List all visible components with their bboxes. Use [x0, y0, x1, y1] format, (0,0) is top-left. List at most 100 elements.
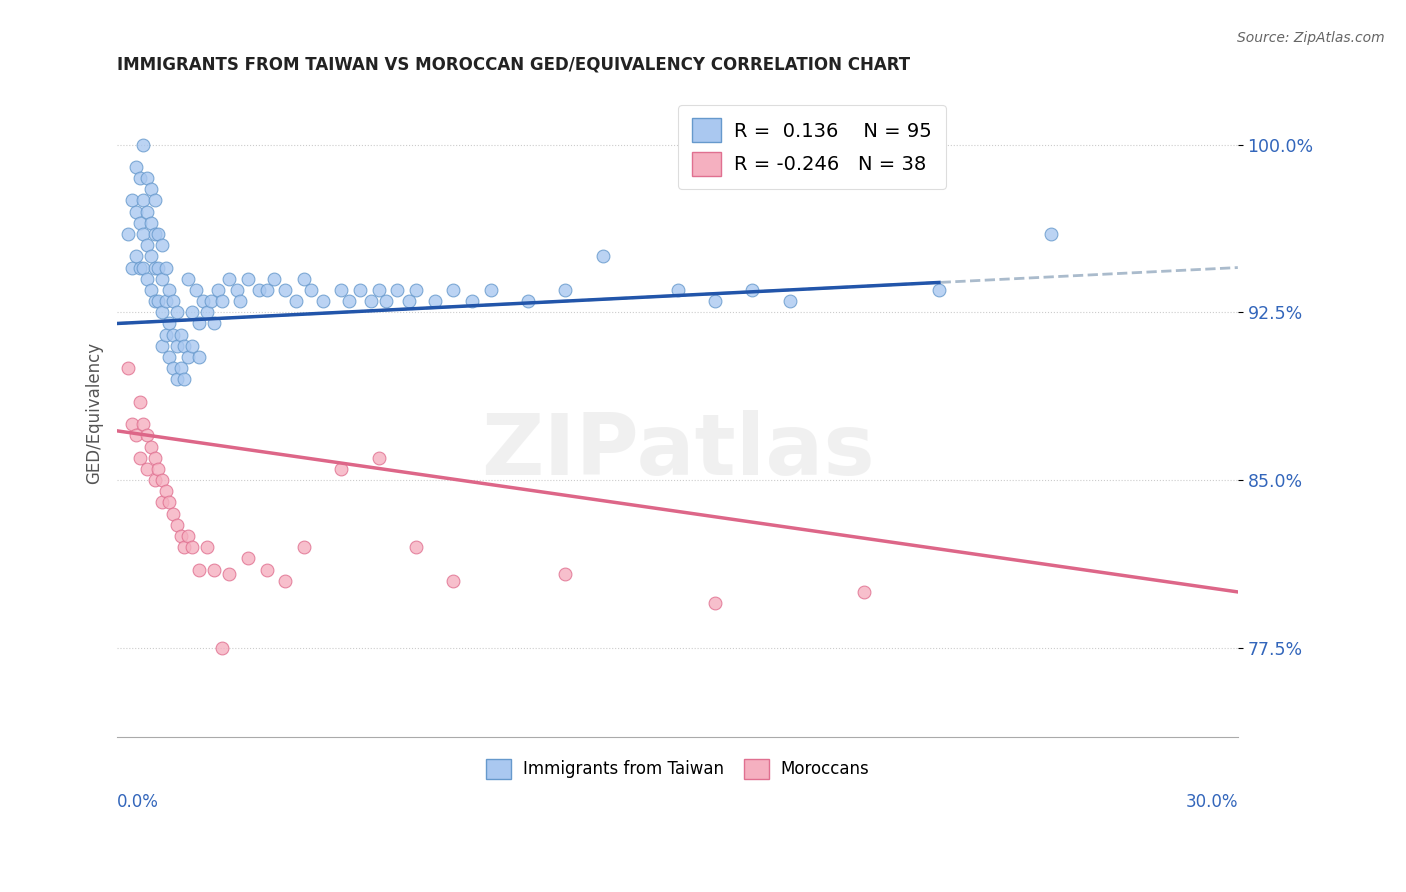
Point [125, 160, 148, 174]
Point [202, 563, 225, 577]
Point [202, 317, 225, 331]
Point [162, 327, 184, 342]
Point [170, 529, 193, 543]
Point [143, 260, 166, 275]
Point [121, 260, 143, 275]
Point [121, 417, 143, 432]
Point [375, 294, 398, 309]
Point [155, 294, 177, 309]
Point [128, 171, 150, 186]
Point [125, 204, 148, 219]
Point [360, 294, 382, 309]
Point [211, 640, 233, 655]
Point [117, 227, 139, 241]
Point [195, 540, 218, 554]
Point [150, 339, 173, 353]
Point [132, 260, 155, 275]
Point [132, 227, 155, 241]
Point [143, 473, 166, 487]
Point [139, 249, 162, 263]
Text: Source: ZipAtlas.com: Source: ZipAtlas.com [1237, 31, 1385, 45]
Point [159, 350, 181, 364]
Point [150, 473, 173, 487]
Point [188, 350, 211, 364]
Point [285, 294, 308, 309]
Point [330, 283, 353, 297]
Point [143, 227, 166, 241]
Point [173, 540, 195, 554]
Point [191, 294, 214, 309]
Point [155, 484, 177, 499]
Point [274, 574, 297, 588]
Point [136, 238, 159, 252]
Point [148, 227, 170, 241]
Point [136, 428, 159, 442]
Point [148, 294, 170, 309]
Point [236, 271, 259, 285]
Point [143, 294, 166, 309]
Point [139, 440, 162, 454]
Point [853, 585, 876, 599]
Point [256, 563, 278, 577]
Point [195, 305, 218, 319]
Point [159, 317, 181, 331]
Point [128, 260, 150, 275]
Point [405, 540, 427, 554]
Point [177, 350, 200, 364]
Point [162, 507, 184, 521]
Point [170, 327, 193, 342]
Point [177, 271, 200, 285]
Point [121, 194, 143, 208]
Point [337, 294, 360, 309]
Point [211, 294, 233, 309]
Point [136, 462, 159, 476]
Point [162, 294, 184, 309]
Point [461, 294, 484, 309]
Point [554, 567, 576, 582]
Point [132, 137, 155, 152]
Text: 0.0%: 0.0% [117, 793, 159, 812]
Point [349, 283, 371, 297]
Point [256, 283, 278, 297]
Point [330, 462, 353, 476]
Point [180, 540, 202, 554]
Point [274, 283, 297, 297]
Point [132, 194, 155, 208]
Point [184, 283, 207, 297]
Point [170, 361, 193, 376]
Y-axis label: GED/Equivalency: GED/Equivalency [86, 342, 103, 484]
Point [188, 563, 211, 577]
Point [125, 428, 148, 442]
Point [441, 283, 464, 297]
Point [173, 372, 195, 386]
Point [148, 260, 170, 275]
Point [928, 283, 950, 297]
Point [128, 394, 150, 409]
Point [139, 182, 162, 196]
Point [367, 283, 389, 297]
Point [128, 216, 150, 230]
Point [159, 495, 181, 509]
Point [229, 294, 252, 309]
Point [263, 271, 285, 285]
Text: 30.0%: 30.0% [1185, 793, 1237, 812]
Point [143, 450, 166, 465]
Point [188, 317, 211, 331]
Point [117, 361, 139, 376]
Point [207, 283, 229, 297]
Point [247, 283, 270, 297]
Point [136, 271, 159, 285]
Point [128, 450, 150, 465]
Point [423, 294, 446, 309]
Point [292, 540, 315, 554]
Text: IMMIGRANTS FROM TAIWAN VS MOROCCAN GED/EQUIVALENCY CORRELATION CHART: IMMIGRANTS FROM TAIWAN VS MOROCCAN GED/E… [117, 55, 910, 73]
Point [703, 596, 725, 610]
Point [155, 327, 177, 342]
Point [479, 283, 502, 297]
Point [218, 271, 240, 285]
Point [703, 294, 725, 309]
Point [666, 283, 689, 297]
Point [1040, 227, 1063, 241]
Point [162, 361, 184, 376]
Point [292, 271, 315, 285]
